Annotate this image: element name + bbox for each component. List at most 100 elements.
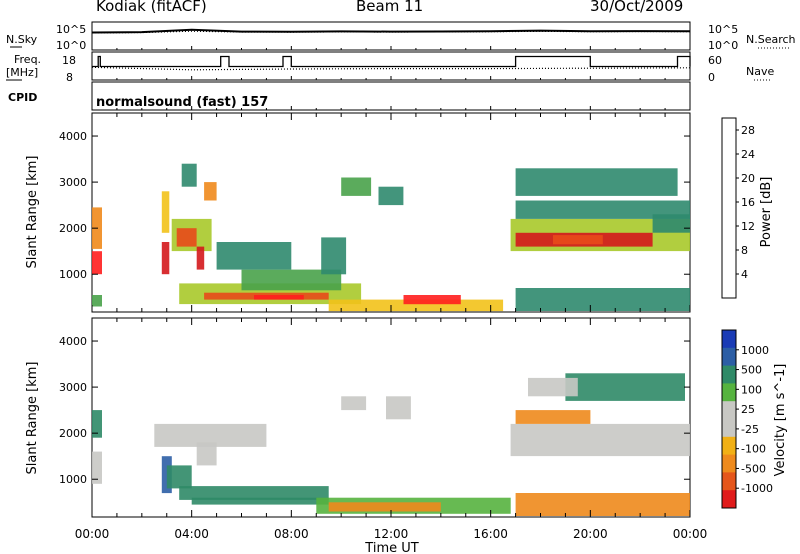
velocity-colorbar-segment bbox=[722, 330, 736, 349]
time-axis-label: Time UT bbox=[364, 541, 418, 554]
velocity-colorbar-label: Velocity [m s^-1] bbox=[773, 364, 788, 477]
noise-tick-bottom-right: 10^0 bbox=[708, 39, 738, 52]
noise-panel: N.Sky 10^5 10^0 10^5 10^0 N.Search bbox=[6, 21, 796, 52]
power-cell bbox=[92, 251, 102, 275]
velocity-colorbar-segment bbox=[722, 383, 736, 402]
nsky-label: N.Sky bbox=[6, 33, 38, 46]
noise-tick-top-right: 10^5 bbox=[708, 23, 738, 36]
velocity-cell bbox=[154, 423, 267, 447]
power-ytick-label: 3000 bbox=[59, 176, 87, 189]
velocity-cell bbox=[515, 410, 591, 424]
time-tick-label: 08:00 bbox=[274, 527, 309, 541]
velocity-axes: 1000 2000 3000 4000 bbox=[59, 318, 691, 517]
velocity-cell bbox=[92, 410, 102, 438]
power-colorbar-label: Power [dB] bbox=[759, 177, 774, 248]
power-cell bbox=[254, 295, 304, 300]
velocity-cell bbox=[92, 451, 102, 484]
time-tick-label: 16:00 bbox=[473, 527, 508, 541]
power-cell bbox=[176, 228, 197, 247]
freq-line bbox=[92, 55, 691, 68]
time-tick-label: 00:00 bbox=[75, 527, 110, 541]
time-tick-label: 04:00 bbox=[174, 527, 209, 541]
velocity-cell bbox=[179, 486, 329, 500]
noise-line-1 bbox=[91, 30, 691, 34]
power-cell bbox=[241, 269, 342, 291]
power-ylabel: Slant Range [km] bbox=[25, 156, 40, 269]
velocity-colorbar-segment bbox=[722, 347, 736, 367]
time-tick-label: 20:00 bbox=[573, 527, 608, 541]
velocity-colorbar-tick-label: -25 bbox=[741, 423, 759, 436]
power-cell bbox=[216, 242, 292, 270]
power-data bbox=[92, 163, 690, 312]
velocity-cell bbox=[510, 423, 690, 457]
nave-tick-bottom: 0 bbox=[708, 71, 715, 84]
noise-tick-top-left: 10^5 bbox=[56, 23, 86, 36]
power-cell bbox=[196, 246, 205, 270]
noise-line-0 bbox=[91, 28, 691, 34]
velocity-panel: 1000 2000 3000 4000 Slant Range [km] bbox=[25, 317, 691, 518]
nsearch-label: N.Search bbox=[746, 33, 796, 46]
velocity-colorbar-tick-label: 25 bbox=[741, 403, 755, 416]
velocity-data bbox=[92, 373, 690, 516]
date-label: 30/Oct/2009 bbox=[590, 0, 684, 15]
nave-tick-top: 60 bbox=[708, 54, 722, 67]
power-ytick-label: 1000 bbox=[59, 268, 87, 281]
cpid-panel: CPID normalsound (fast) 157 bbox=[8, 81, 691, 111]
power-ytick-label: 4000 bbox=[59, 130, 87, 143]
time-tick-label: 00:00 bbox=[673, 527, 708, 541]
power-ytick-label: 2000 bbox=[59, 222, 87, 235]
power-cell bbox=[515, 288, 690, 311]
velocity-colorbar-segment bbox=[722, 401, 736, 420]
velocity-colorbar-segment bbox=[722, 454, 736, 473]
velocity-colorbar-tick-label: 100 bbox=[741, 383, 762, 396]
freq-series bbox=[91, 55, 691, 71]
power-cell bbox=[341, 177, 372, 196]
velocity-cell bbox=[191, 497, 329, 505]
freq-label: Freq. bbox=[14, 53, 41, 66]
velocity-ytick-label: 1000 bbox=[59, 473, 87, 486]
time-axis: 00:00 04:00 08:00 12:00 16:00 20:00 00:00 bbox=[75, 46, 708, 541]
nave-label: Nave bbox=[746, 65, 774, 78]
power-colorbar-tick-label: 4 bbox=[741, 268, 748, 281]
power-cell bbox=[515, 168, 678, 196]
velocity-ylabel: Slant Range [km] bbox=[25, 362, 40, 475]
freq-tick-top: 18 bbox=[62, 54, 76, 67]
cpid-label: CPID bbox=[8, 91, 37, 104]
power-axes: 1000 2000 3000 4000 bbox=[59, 113, 691, 312]
freq-unit-label: [MHz] bbox=[6, 66, 38, 79]
velocity-colorbar-segment bbox=[722, 365, 736, 384]
power-cell bbox=[181, 163, 197, 187]
velocity-cell bbox=[515, 493, 690, 516]
power-colorbar-tick-label: 24 bbox=[741, 148, 755, 161]
velocity-cell bbox=[386, 396, 411, 420]
velocity-colorbar-tick-label: -100 bbox=[741, 443, 766, 456]
velocity-ytick-label: 3000 bbox=[59, 381, 87, 394]
velocity-cell bbox=[528, 377, 578, 397]
velocity-colorbar-tick-label: -500 bbox=[741, 462, 766, 475]
power-cell bbox=[204, 182, 217, 201]
power-cell bbox=[378, 186, 404, 206]
station-title: Kodiak (fitACF) bbox=[96, 0, 207, 15]
power-cell bbox=[652, 214, 690, 233]
noise-panel-frame bbox=[91, 21, 691, 51]
power-colorbar-tick-label: 8 bbox=[741, 244, 748, 257]
velocity-cell bbox=[196, 442, 217, 466]
power-colorbar-tick-label: 28 bbox=[741, 124, 755, 137]
nave-line bbox=[91, 66, 691, 71]
velocity-colorbar-segment bbox=[722, 490, 736, 509]
power-colorbar-frame bbox=[721, 117, 737, 299]
power-cell bbox=[92, 295, 102, 307]
noise-series bbox=[91, 28, 691, 34]
power-cell bbox=[553, 235, 603, 245]
power-cell bbox=[161, 242, 170, 275]
power-cell bbox=[403, 295, 461, 305]
power-cell bbox=[328, 299, 504, 312]
power-colorbar: Power [dB] 4 8 12 16 20 24 28 bbox=[721, 117, 774, 299]
power-colorbar-tick-label: 16 bbox=[741, 196, 755, 209]
time-tick-label: 12:00 bbox=[374, 527, 409, 541]
freq-panel: Freq. [MHz] 18 8 60 0 Nave bbox=[6, 51, 774, 84]
cpid-text: normalsound (fast) 157 bbox=[96, 95, 268, 110]
power-panel: 1000 2000 3000 4000 Slant Range [km] bbox=[25, 112, 691, 313]
noise-tick-bottom-left: 10^0 bbox=[56, 39, 86, 52]
